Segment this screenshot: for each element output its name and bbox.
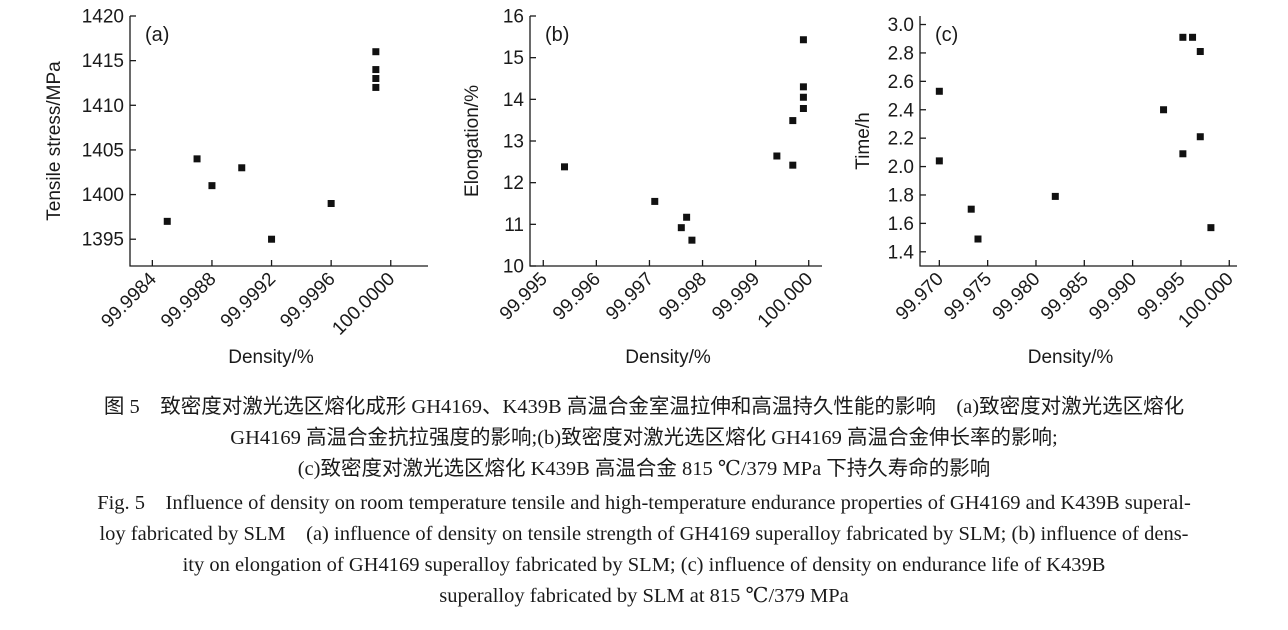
data-point [1207,224,1215,232]
y-tick-label: 1.6 [888,214,914,235]
data-point [1051,192,1059,200]
data-point [799,36,807,44]
data-point [372,66,380,74]
y-tick-label: 1410 [82,96,124,117]
y-tick-label: 1395 [82,230,124,251]
x-tick-label: 99.998 [655,269,711,325]
data-point [163,217,171,225]
data-point [1179,150,1187,158]
data-point [208,182,216,190]
y-tick-label: 2.6 [888,72,914,93]
data-point [1160,106,1168,114]
axis-frame [529,16,822,267]
caption-zh-line-3: (c)致密度对激光选区熔化 K439B 高温合金 815 ℃/379 MPa 下… [297,458,991,480]
data-point [372,75,380,82]
data-point [974,235,982,243]
data-point [799,93,807,101]
x-tick-label: 99.975 [940,269,996,325]
y-tick-label: 13 [503,132,524,153]
y-axis-title: Tensile stress/MPa [44,61,65,221]
caption-en-line-3: ity on elongation of GH4169 superalloy f… [182,554,1106,576]
y-tick-label: 2.2 [888,129,914,150]
y-tick-label: 16 [503,7,524,28]
x-tick-label: 99.985 [1037,269,1093,325]
data-point [372,83,380,91]
data-point [1196,48,1204,56]
y-axis-title: Time/h [853,112,874,169]
y-tick-label: 14 [503,90,525,111]
y-tick-label: 1405 [82,140,124,161]
x-tick-label: 100.0000 [328,269,399,340]
data-point [799,105,807,112]
caption-en-line-1: Fig. 5 Influence of density on room temp… [97,492,1191,514]
panel-label: (c) [935,24,958,46]
charts-figure: 13951400140514101415142099.998499.998899… [44,7,1238,369]
figure-caption: 图 5 致密度对激光选区熔化成形 GH4169、K439B 高温合金室温拉伸和高… [0,392,1288,612]
data-point [1196,133,1204,141]
x-axis-title: Density/% [625,347,711,368]
data-point [789,117,797,125]
x-axis-title: Density/% [228,347,314,368]
y-tick-label: 1415 [82,51,124,72]
x-axis-title: Density/% [1028,347,1114,368]
data-point [683,213,691,221]
panel-label: (a) [145,24,169,46]
data-point [967,205,975,213]
y-tick-label: 1.4 [888,242,915,263]
data-point [1189,33,1197,41]
y-tick-label: 15 [503,48,524,69]
data-point [372,48,380,56]
y-tick-label: 3.0 [888,15,914,36]
data-point [677,224,685,232]
y-tick-label: 10 [503,257,524,278]
x-tick-label: 99.9992 [217,269,280,332]
chart-panel-1: 1395 1400 1405 1410 1415 1420 99.998499.998899… [44,7,428,368]
y-tick-label: 2.0 [888,157,914,178]
chart-panel-2: 1011121314151699.99599.99699.99799.99899… [462,7,822,368]
caption-zh-line-2: GH4169 高温合金抗拉强度的影响;(b)致密度对激光选区熔化 GH4169 … [230,427,1058,449]
x-tick-label: 99.970 [892,269,948,325]
x-tick-label: 99.996 [549,269,605,325]
data-point [789,161,797,169]
data-point [688,236,696,244]
data-point [268,235,276,243]
data-point [327,200,335,207]
x-tick-label: 100.000 [754,269,817,332]
caption-chinese: 图 5 致密度对激光选区熔化成形 GH4169、K439B 高温合金室温拉伸和高… [0,392,1288,485]
y-tick-label: 2.4 [888,100,915,121]
caption-zh-line-1: 图 5 致密度对激光选区熔化成形 GH4169、K439B 高温合金室温拉伸和高… [103,396,1185,418]
y-tick-label: 11 [504,215,524,236]
data-point [799,83,807,91]
x-tick-label: 99.9988 [157,269,220,332]
x-tick-label: 99.980 [989,269,1045,325]
data-point [651,197,659,205]
axis-frame [919,16,1237,267]
data-point [238,164,246,172]
data-point [935,87,943,95]
data-point [773,152,781,160]
x-tick-label: 99.997 [602,269,658,325]
y-tick-label: 1.8 [888,185,914,206]
y-tick-label: 1400 [82,185,124,206]
data-point [561,163,569,171]
data-point [1179,33,1187,41]
y-tick-label: 12 [503,173,524,194]
caption-en-line-4: superalloy fabricated by SLM at 815 ℃/37… [439,585,849,607]
panel-label: (b) [545,24,569,46]
y-tick-label: 2.8 [888,43,914,64]
data-point [935,157,943,165]
caption-en-line-2: loy fabricated by SLM (a) influence of d… [99,523,1189,545]
data-point [193,155,201,163]
y-axis-title: Elongation/% [462,85,483,197]
x-tick-label: 99.990 [1085,269,1141,325]
axis-frame [129,16,428,267]
caption-english: Fig. 5 Influence of density on room temp… [0,488,1288,612]
x-tick-label: 99.9984 [97,268,161,332]
y-tick-label: 1420 [82,7,124,28]
chart-panel-3: 1.41.61.82.02.22.42.62.83.099.97099.9759… [853,15,1238,368]
